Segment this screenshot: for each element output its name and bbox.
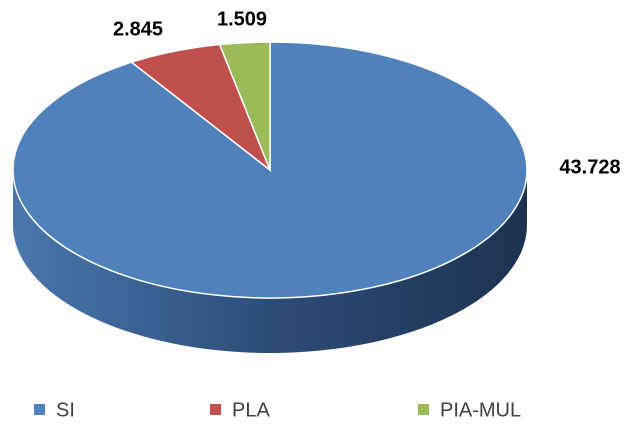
slice-side xyxy=(13,170,527,353)
data-label: 2.845 xyxy=(113,18,163,40)
legend-label: SI xyxy=(56,399,75,421)
legend-swatch xyxy=(418,404,429,415)
data-label: 43.728 xyxy=(559,156,620,178)
legend-label: PLA xyxy=(232,399,270,421)
slice xyxy=(218,41,271,171)
legend-label: PIA-MUL xyxy=(440,399,521,421)
legend-swatch xyxy=(34,404,45,415)
data-label: 1.509 xyxy=(217,8,267,30)
legend-swatch xyxy=(210,404,221,415)
